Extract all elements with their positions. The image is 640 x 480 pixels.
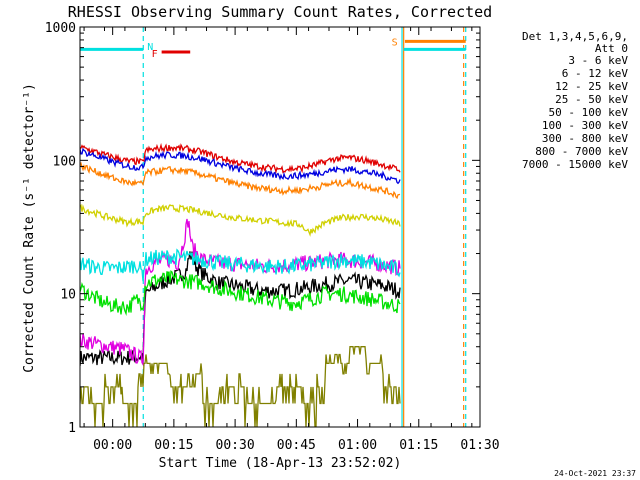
series-line-3 bbox=[80, 248, 401, 282]
x-tick-label-4: 01:00 bbox=[338, 438, 377, 453]
footer-timestamp: 24-Oct-2021 23:37 bbox=[554, 469, 636, 478]
series-line-5 bbox=[80, 142, 401, 174]
annotation-label-1: F bbox=[152, 49, 158, 60]
annotation-label-0: N bbox=[147, 42, 153, 53]
x-axis-ticks: 00:00 00:15 00:30 00:45 01:00 01:15 01:30 bbox=[83, 27, 500, 453]
x-tick-label-0: 00:00 bbox=[93, 438, 132, 453]
plot-frame bbox=[79, 26, 481, 428]
legend-header-0: Det 1,3,4,5,6,9, bbox=[522, 30, 628, 43]
y-tick-label-3: 1000 bbox=[45, 21, 76, 36]
legend-entry-8: 7000 - 15000 keV bbox=[522, 158, 628, 171]
x-tick-label-3: 00:45 bbox=[277, 438, 316, 453]
y-tick-label-1: 10 bbox=[60, 288, 76, 303]
legend-entry-3: 25 - 50 keV bbox=[555, 93, 628, 106]
x-tick-label-1: 00:15 bbox=[154, 438, 193, 453]
series-line-8 bbox=[80, 346, 401, 427]
legend-header-1: Att 0 bbox=[595, 42, 628, 55]
annotation-label-2: S bbox=[392, 37, 398, 48]
state-bars: NF S bbox=[80, 37, 466, 60]
series-line-2 bbox=[80, 270, 401, 317]
y-axis-ticks: 1 10 100 1000 bbox=[45, 21, 480, 436]
legend-entry-6: 300 - 800 keV bbox=[542, 132, 628, 145]
legend-entry-2: 12 - 25 keV bbox=[555, 80, 628, 93]
legend-entry-4: 50 - 100 keV bbox=[549, 106, 629, 119]
x-tick-label-2: 00:30 bbox=[216, 438, 255, 453]
y-tick-label-2: 100 bbox=[53, 154, 76, 169]
vertical-markers bbox=[142, 27, 467, 427]
y-axis-label: Corrected Count Rate (s⁻¹ detector⁻¹) bbox=[22, 83, 37, 373]
series-line-4 bbox=[80, 203, 401, 237]
chart-title: RHESSI Observing Summary Count Rates, Co… bbox=[68, 3, 492, 21]
y-tick-label-0: 1 bbox=[68, 421, 76, 436]
series-layer bbox=[80, 142, 401, 427]
legend-entry-0: 3 - 6 keV bbox=[568, 54, 628, 67]
legend-entry-5: 100 - 300 keV bbox=[542, 119, 628, 132]
legend-entry-1: 6 - 12 keV bbox=[562, 67, 629, 80]
x-axis-label: Start Time (18-Apr-13 23:52:02) bbox=[159, 456, 402, 471]
series-line-7 bbox=[80, 161, 401, 200]
x-tick-label-6: 01:30 bbox=[460, 438, 499, 453]
series-line-6 bbox=[80, 147, 401, 185]
legend-entry-7: 800 - 7000 keV bbox=[535, 145, 628, 158]
x-tick-label-5: 01:15 bbox=[399, 438, 438, 453]
